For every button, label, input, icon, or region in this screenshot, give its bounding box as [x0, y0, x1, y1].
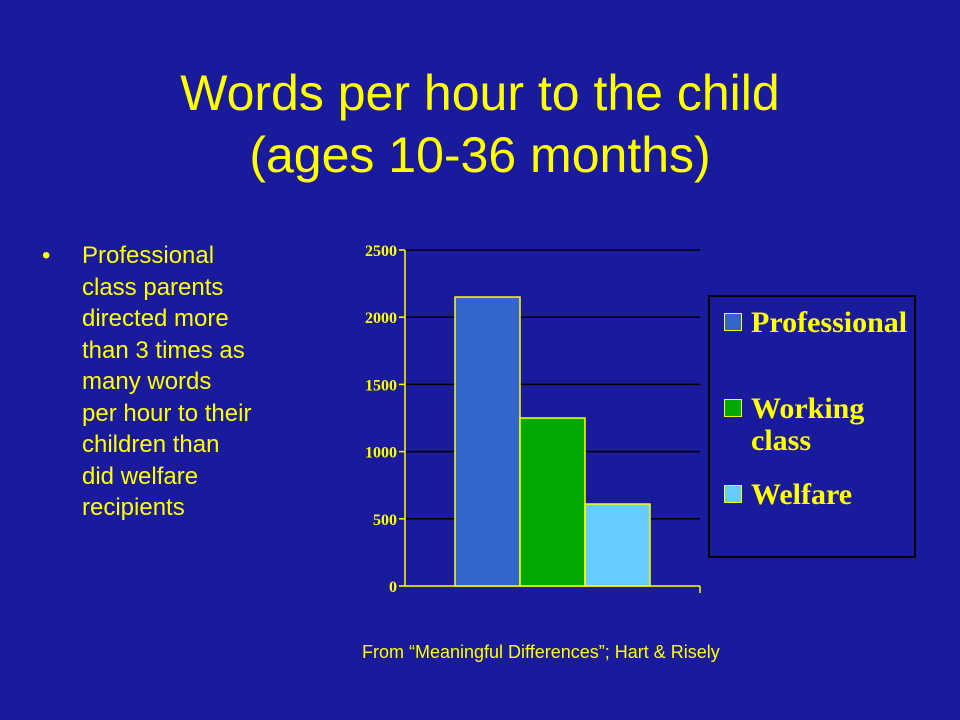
bullet-line-9: recipients: [82, 494, 185, 521]
bullet-line-5: many words: [82, 368, 212, 395]
chart-legend: Professional Working class Welfare: [708, 295, 916, 558]
source-citation: From “Meaningful Differences”; Hart & Ri…: [362, 642, 720, 662]
bullet-marker: •: [42, 242, 51, 269]
bullet-line-2: class parents: [82, 273, 224, 301]
y-tick-label-500: 500: [373, 512, 397, 529]
bullet-point: • Professional class parents directed mo…: [42, 240, 332, 524]
slide-title: Words per hour to the child (ages 10-36 …: [0, 62, 960, 186]
legend-label-working-line-2: class: [751, 424, 811, 457]
title-line-1: Words per hour to the child: [180, 65, 780, 121]
legend-swatch-professional: [724, 313, 742, 331]
bullet-line-7: children than: [82, 431, 220, 458]
bar-welfare: [584, 503, 651, 587]
y-tick-label-1500: 1500: [365, 377, 397, 394]
legend-swatch-working-class: [724, 399, 742, 417]
bullet-line-4: than 3 times as: [82, 336, 245, 364]
y-tick-label-2500: 2500: [365, 243, 397, 260]
legend-item-welfare: Welfare: [724, 479, 852, 511]
legend-swatch-welfare: [724, 485, 742, 503]
y-tick-label-0: 0: [389, 579, 397, 596]
y-tick-label-1000: 1000: [365, 445, 397, 462]
legend-item-professional: Professional: [724, 307, 907, 339]
title-line-2: (ages 10-36 months): [249, 127, 711, 183]
legend-label-professional: Professional: [751, 306, 908, 339]
bullet-line-8: did welfare: [82, 462, 199, 490]
bullet-line-3: directed more: [82, 305, 229, 332]
y-tick-label-2000: 2000: [365, 310, 397, 327]
bar-working-class: [519, 417, 586, 587]
bullet-line-1: Professional: [82, 242, 215, 269]
legend-item-working-class: Working class: [724, 393, 864, 457]
bullet-line-6: per hour to their: [82, 399, 252, 427]
legend-label-working-line-1: Working: [751, 392, 865, 425]
bar-professional: [454, 296, 521, 587]
legend-label-welfare: Welfare: [751, 478, 853, 511]
